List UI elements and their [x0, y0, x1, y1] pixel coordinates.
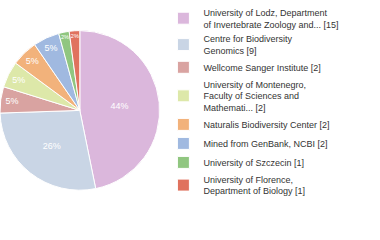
svg-text:Naturalis Biodiversity Center: Naturalis Biodiversity Center [2]	[203, 120, 329, 130]
svg-text:University of Montenegro,Facul: University of Montenegro,Faculty of Scie…	[203, 80, 306, 113]
svg-text:University of Florence,Departm: University of Florence,Department of Bio…	[203, 175, 305, 197]
svg-text:Centre for BiodiversityGenomic: Centre for BiodiversityGenomics [9]	[203, 34, 292, 56]
svg-text:26%: 26%	[43, 141, 61, 151]
svg-text:Mined from GenBank, NCBI [2]: Mined from GenBank, NCBI [2]	[203, 139, 327, 149]
svg-text:2%: 2%	[71, 33, 79, 39]
svg-text:5%: 5%	[12, 75, 25, 85]
svg-text:5%: 5%	[44, 43, 57, 53]
svg-text:44%: 44%	[111, 101, 129, 111]
svg-text:2%: 2%	[61, 34, 69, 40]
svg-text:University of Lodz, Department: University of Lodz, Departmentof Inverte…	[203, 8, 338, 30]
svg-text:Wellcome Sanger Institute [2]: Wellcome Sanger Institute [2]	[203, 63, 320, 73]
svg-text:University of Szczecin [1]: University of Szczecin [1]	[203, 158, 304, 168]
svg-text:5%: 5%	[26, 56, 39, 66]
svg-text:5%: 5%	[5, 96, 18, 106]
